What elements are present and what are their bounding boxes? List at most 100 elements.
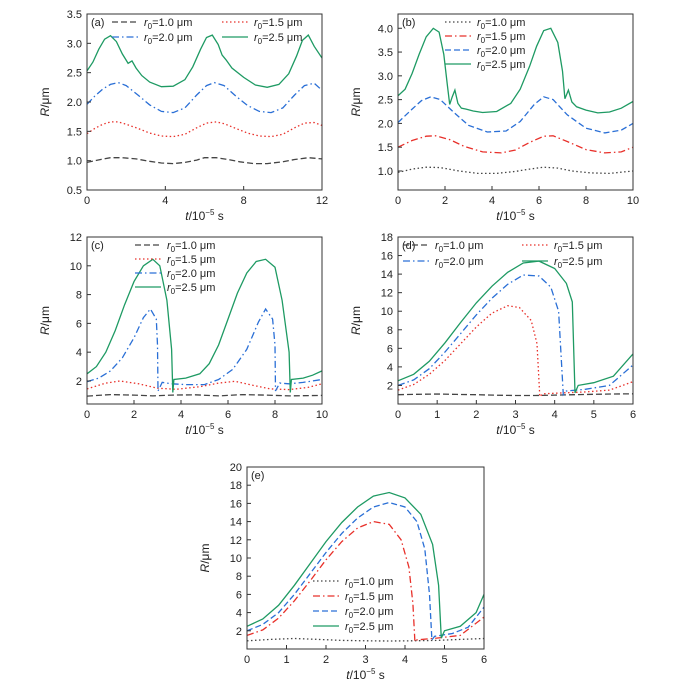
panel-c-series-3-line	[87, 307, 322, 392]
panel-a-series-4-line	[87, 34, 322, 88]
panel-d-ytick-label: 16	[381, 251, 393, 263]
panel-c-ytick-label: 4	[76, 347, 82, 359]
panel-c-y-axis-label: R/μm	[38, 306, 52, 335]
panel-d-xtick-label: 0	[395, 409, 401, 421]
panel-e-legend-label-1: r0=1.0 μm	[345, 576, 393, 590]
panel-a-ytick-label: 3.5	[67, 9, 82, 21]
panel-d-ytick-label: 4	[387, 362, 393, 374]
panel-a-legend-label-3: r0=2.0 μm	[144, 32, 192, 46]
panel-e-series-4-line	[247, 491, 484, 639]
panel-a-xtick-label: 4	[162, 195, 168, 207]
panel-d-x-axis-label: t/10−5 s	[496, 422, 535, 437]
panel-a-ytick-label: 0.5	[67, 185, 82, 197]
panel-b-series-4-line	[398, 27, 633, 114]
panel-a-ytick-label: 2.5	[67, 68, 82, 80]
panel-e-ytick-label: 12	[230, 535, 242, 547]
panel-b-series-2-line	[398, 135, 633, 154]
panel-b-ytick-label: 3.0	[378, 71, 393, 83]
panel-e-series-group	[247, 491, 484, 644]
panel-a-panel-tag: (a)	[91, 17, 104, 29]
panel-a-legend-label-1: r0=1.0 μm	[144, 17, 192, 31]
panel-c-series-1-line	[87, 393, 322, 397]
panel-c-series-4-line	[87, 258, 322, 393]
panel-b-series-1-line	[398, 166, 633, 175]
panel-e-xtick-label: 2	[323, 654, 329, 666]
panel-e-panel-tag: (e)	[251, 470, 264, 482]
panel-d-xtick-label: 1	[434, 409, 440, 421]
panel-c-legend-label-4: r0=2.5 μm	[167, 282, 215, 296]
panel-d-xtick-label: 6	[630, 409, 636, 421]
panel-e-ytick-label: 2	[236, 626, 242, 638]
panel-e-y-axis-label: R/μm	[198, 544, 212, 573]
panel-b-ytick-label: 2.5	[378, 95, 393, 107]
panel-b-chart: 0 2 4 6 8 10 1.0 1.5 2.0 2.5 3.0 3.5 4.0 (b) t/10−5 s R…	[349, 13, 639, 223]
panel-c-panel-tag: (c)	[91, 240, 104, 252]
panel-a-legend-label-4: r0=2.5 μm	[254, 32, 302, 46]
panel-c-xtick-label: 4	[178, 409, 184, 421]
panel-d-xtick-label: 2	[473, 409, 479, 421]
panel-a-ytick-label: 2.0	[67, 97, 82, 109]
panel-a-series-1-line	[87, 157, 322, 165]
panel-c-ytick-label: 2	[76, 376, 82, 388]
panel-c-xtick-label: 2	[131, 409, 137, 421]
panel-d-ytick-label: 12	[381, 288, 393, 300]
panel-d-ytick-label: 2	[387, 380, 393, 392]
panel-c-ytick-label: 10	[70, 261, 82, 273]
panel-a-chart: 0 4 8 12 0.5 1.0 1.5 2.0 2.5 3.0 3.5 (a) t/10−5 s R/μ…	[38, 9, 328, 223]
panel-b-series-3-line	[398, 96, 633, 134]
panel-e-x-axis-label: t/10−5 s	[346, 667, 385, 682]
panel-a-ytick-label: 1.5	[67, 126, 82, 138]
panel-c-series-group	[87, 258, 322, 397]
panel-c-legend-label-2: r0=1.5 μm	[167, 254, 215, 268]
panel-a-legend-label-2: r0=1.5 μm	[254, 17, 302, 31]
panel-b-panel-tag: (b)	[402, 17, 415, 29]
panel-a-ytick-label: 3.0	[67, 38, 82, 50]
panel-c-series-2-line	[87, 380, 322, 391]
panel-d-legend-label-3: r0=2.0 μm	[435, 256, 483, 270]
panel-a-xtick-label: 8	[241, 195, 247, 207]
panel-e-ytick-label: 8	[236, 571, 242, 583]
panel-b-ytick-label: 3.5	[378, 47, 393, 59]
panel-b-xtick-label: 4	[489, 195, 495, 207]
panel-d-ytick-label: 14	[381, 269, 393, 281]
panel-c-xtick-label: 8	[272, 409, 278, 421]
panel-d-series-1-line	[398, 393, 633, 397]
panel-e-ytick-label: 10	[230, 553, 242, 565]
panel-b-series-group	[398, 27, 633, 175]
panel-d-ytick-label: 6	[387, 343, 393, 355]
panel-c-xtick-label: 10	[316, 409, 328, 421]
panel-b-legend-label-4: r0=2.5 μm	[477, 59, 525, 73]
panel-e-ytick-label: 4	[236, 608, 242, 620]
panel-a-series-group	[87, 34, 322, 165]
panel-b-ytick-label: 1.5	[378, 142, 393, 154]
panel-e-ytick-label: 14	[230, 517, 242, 529]
panel-e-ytick-label: 16	[230, 498, 242, 510]
panel-b-plot-frame	[397, 13, 634, 191]
panel-a-xtick-label: 0	[84, 195, 90, 207]
panel-a-y-axis-label: R/μm	[38, 88, 52, 117]
panel-e-legend-label-3: r0=2.0 μm	[345, 606, 393, 620]
panel-a-ytick-label: 1.0	[67, 156, 82, 168]
panel-c-xtick-label: 6	[225, 409, 231, 421]
panel-e-xtick-label: 5	[441, 654, 447, 666]
panel-e-ytick-label: 6	[236, 589, 242, 601]
panel-e-legend-label-2: r0=1.5 μm	[345, 591, 393, 605]
panel-a-xtick-label: 12	[316, 195, 328, 207]
panel-d-legend-label-1: r0=1.0 μm	[435, 240, 483, 254]
panel-c-x-axis-label: t/10−5 s	[185, 422, 224, 437]
panel-e-xtick-label: 4	[402, 654, 408, 666]
panel-b-legend-label-3: r0=2.0 μm	[477, 45, 525, 59]
panel-b-y-axis-label: R/μm	[349, 88, 363, 117]
panel-d-series-3-line	[398, 274, 633, 397]
panel-d-xtick-label: 5	[591, 409, 597, 421]
panel-c-ytick-label: 12	[70, 232, 82, 244]
panel-c-ytick-label: 6	[76, 318, 82, 330]
panel-b-legend-label-1: r0=1.0 μm	[477, 17, 525, 31]
panel-b-xtick-label: 8	[583, 195, 589, 207]
panel-c-ytick-label: 8	[76, 290, 82, 302]
panel-d-xtick-label: 4	[552, 409, 558, 421]
panel-d-series-group	[398, 260, 633, 398]
